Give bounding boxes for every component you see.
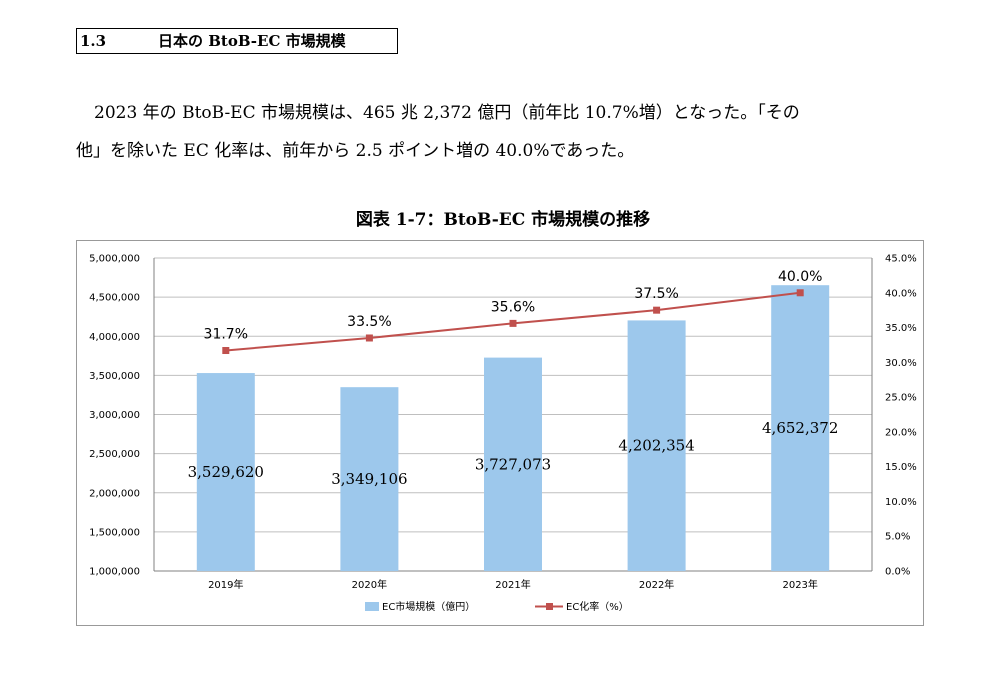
legend-line-label: EC化率（%） xyxy=(566,600,629,613)
body-line-1: 2023 年の BtoB-EC 市場規模は、465 兆 2,372 億円（前年比… xyxy=(94,103,800,123)
bar xyxy=(627,320,686,571)
y-right-tick-label: 25.0% xyxy=(885,393,917,404)
legend-bar-swatch xyxy=(365,602,379,611)
rate-data-label: 35.6% xyxy=(491,299,535,315)
y-left-tick-label: 3,000,000 xyxy=(89,410,140,421)
x-tick-label: 2022年 xyxy=(639,578,674,591)
bar xyxy=(196,373,255,571)
rate-point xyxy=(509,319,517,327)
y-left-tick-label: 4,500,000 xyxy=(89,293,140,304)
chart-frame: 1,000,000 1,500,000 2,000,000 2,500,000 3,00… xyxy=(76,240,924,626)
rate-data-label: 40.0% xyxy=(778,269,822,285)
x-tick-label: 2021年 xyxy=(495,578,530,591)
rate-point xyxy=(796,289,804,297)
bar-data-label: 3,349,106 xyxy=(331,470,407,488)
y-right-tick-label: 40.0% xyxy=(885,288,917,299)
y-left-tick-label: 2,500,000 xyxy=(89,449,140,460)
bar-data-label: 4,202,354 xyxy=(618,437,694,455)
body-paragraph: 2023 年の BtoB-EC 市場規模は、465 兆 2,372 億円（前年比… xyxy=(76,94,936,170)
y-right-tick-label: 45.0% xyxy=(885,254,917,265)
y-right-tick-label: 35.0% xyxy=(885,323,917,334)
section-title: 日本の BtoB-EC 市場規模 xyxy=(158,32,346,50)
y-left-tick-label: 5,000,000 xyxy=(89,254,140,265)
x-tick-label: 2020年 xyxy=(352,578,387,591)
y-left-tick-label: 2,000,000 xyxy=(89,488,140,499)
rate-data-label: 33.5% xyxy=(347,314,391,330)
body-line-2: 他」を除いた EC 化率は、前年から 2.5 ポイント増の 40.0%であった。 xyxy=(76,141,635,161)
x-tick-label: 2019年 xyxy=(208,578,243,591)
y-right-tick-label: 20.0% xyxy=(885,427,917,438)
y-left-tick-label: 1,000,000 xyxy=(89,567,140,578)
bar xyxy=(484,357,542,571)
rate-data-label: 37.5% xyxy=(634,286,678,302)
bar-data-label: 3,529,620 xyxy=(188,463,264,481)
y-right-tick-label: 15.0% xyxy=(885,462,917,473)
y-right-tick-label: 0.0% xyxy=(885,567,910,578)
figure-title: 図表 1-7：BtoB-EC 市場規模の推移 xyxy=(355,210,651,230)
legend-bar-label: EC市場規模（億円） xyxy=(382,600,475,613)
section-heading: 1.3 日本の BtoB-EC 市場規模 xyxy=(76,28,398,54)
y-right-tick-label: 10.0% xyxy=(885,497,917,508)
bar xyxy=(340,387,399,571)
y-left-tick-label: 1,500,000 xyxy=(89,527,140,538)
rate-point xyxy=(222,347,230,355)
bar xyxy=(771,285,830,571)
rate-point xyxy=(653,306,661,314)
x-tick-label: 2023年 xyxy=(782,578,817,591)
rate-data-label: 31.7% xyxy=(204,327,248,343)
section-number: 1.3 xyxy=(80,32,107,50)
bar-data-label: 4,652,372 xyxy=(762,419,838,437)
chart-svg: 1,000,000 1,500,000 2,000,000 2,500,000 3,00… xyxy=(89,254,917,614)
y-right-tick-label: 30.0% xyxy=(885,358,917,369)
rate-point xyxy=(365,334,373,342)
y-left-tick-label: 4,000,000 xyxy=(89,332,140,343)
legend-line-marker xyxy=(546,603,553,610)
y-left-tick-label: 3,500,000 xyxy=(89,371,140,382)
y-right-tick-label: 5.0% xyxy=(885,532,910,543)
bar-data-label: 3,727,073 xyxy=(475,455,551,473)
